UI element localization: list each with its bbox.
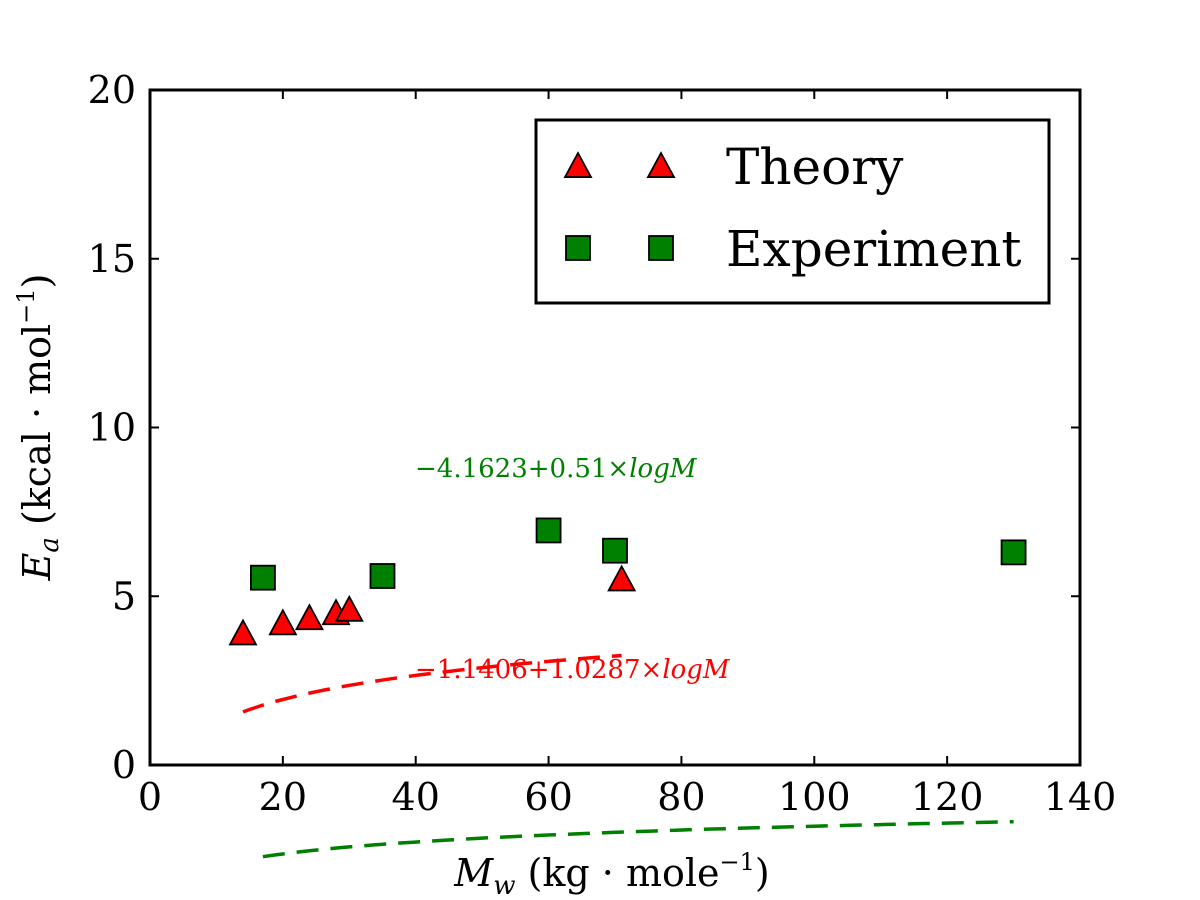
x-tick-label: 20 xyxy=(259,775,307,819)
x-tick-label: 80 xyxy=(657,775,705,819)
x-tick-label: 120 xyxy=(911,775,984,819)
y-axis-label: Ea (kcal · mol−1) xyxy=(12,274,65,582)
legend-marker-theory xyxy=(646,151,676,178)
fit-annotations: −4.1623+0.51×logM −1.1406+1.0287×logM xyxy=(415,454,731,685)
data-points xyxy=(228,517,1027,646)
legend-label-theory: Theory xyxy=(726,138,904,196)
x-tick-label: 40 xyxy=(392,775,440,819)
experiment-point xyxy=(602,537,628,564)
y-tick-label: 10 xyxy=(88,406,136,450)
y-tick-label: 15 xyxy=(88,237,136,281)
legend-marker-experiment xyxy=(565,235,591,261)
x-tick-label: 0 xyxy=(138,775,162,819)
fit-lines xyxy=(242,653,1014,859)
experiment-point xyxy=(369,563,396,589)
experiment-point xyxy=(250,564,276,591)
theory-point xyxy=(268,608,298,636)
axis-labels: Mw (kg · mole−1) Ea (kcal · mol−1) xyxy=(12,274,770,900)
legend-marker-theory xyxy=(563,151,593,178)
x-tick-label: 140 xyxy=(1044,775,1117,819)
fit-line-experiment xyxy=(262,819,1014,859)
legend: Theory Experiment xyxy=(534,118,1051,305)
legend-label-experiment: Experiment xyxy=(726,220,1021,278)
x-tick-label: 100 xyxy=(778,775,851,819)
x-tick-label: 60 xyxy=(524,775,572,819)
fit-equation-theory: −1.1406+1.0287×logM xyxy=(415,655,731,685)
legend-marker-experiment xyxy=(648,235,674,261)
y-tick-label: 0 xyxy=(112,743,136,787)
legend-box xyxy=(534,118,1051,305)
axis-ticks: 0 20 40 60 80 100 120 140 0 5 10 15 20 xyxy=(88,68,1117,819)
experiment-point xyxy=(535,517,562,544)
fit-line-theory xyxy=(242,653,622,714)
theory-point xyxy=(607,564,637,592)
fit-equation-experiment: −4.1623+0.51×logM xyxy=(415,454,698,484)
y-tick-label: 5 xyxy=(112,574,136,618)
x-axis-label: Mw (kg · mole−1) xyxy=(453,848,769,900)
theory-point xyxy=(228,618,258,646)
y-tick-label: 20 xyxy=(88,68,136,112)
theory-point xyxy=(294,603,324,631)
theory-point xyxy=(334,594,364,622)
experiment-point xyxy=(1000,539,1027,566)
